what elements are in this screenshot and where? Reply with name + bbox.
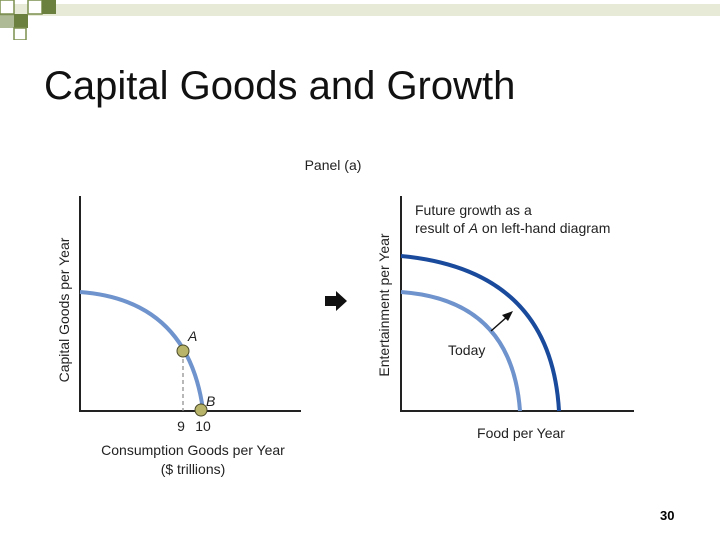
point-b-label: B bbox=[206, 393, 215, 409]
annotation-point-ref: A bbox=[468, 220, 478, 236]
tick-label-10: 10 bbox=[195, 418, 211, 434]
header-decoration bbox=[0, 0, 720, 40]
point-a-marker bbox=[176, 344, 190, 358]
future-ppf-curve bbox=[400, 254, 561, 412]
deco-square bbox=[42, 0, 56, 14]
left-y-axis-label: Capital Goods per Year bbox=[56, 237, 72, 382]
growth-annotation-line2: result of A on left-hand diagram bbox=[415, 220, 610, 236]
left-ppf-curve bbox=[79, 290, 205, 411]
tick-label-9: 9 bbox=[177, 418, 185, 434]
point-b-marker bbox=[194, 403, 208, 417]
deco-square bbox=[0, 14, 14, 28]
left-x-axis-label: Consumption Goods per Year bbox=[101, 442, 285, 458]
annotation-suffix: on left-hand diagram bbox=[478, 220, 610, 236]
right-x-axis-label: Food per Year bbox=[477, 425, 565, 441]
point-a-label: A bbox=[187, 328, 197, 344]
annotation-prefix: result of bbox=[415, 220, 469, 236]
panel-label: Panel (a) bbox=[305, 157, 362, 173]
growth-arrow-head-icon bbox=[502, 311, 513, 321]
left-x-axis-units: ($ trillions) bbox=[161, 461, 226, 477]
right-y-axis-label: Entertainment per Year bbox=[376, 233, 392, 377]
today-label: Today bbox=[448, 342, 485, 358]
growth-arrow-shaft bbox=[490, 315, 509, 332]
slide-number: 30 bbox=[660, 508, 675, 523]
slide-title: Capital Goods and Growth bbox=[44, 64, 516, 108]
deco-square bbox=[14, 14, 28, 28]
deco-square bbox=[13, 27, 27, 40]
transition-arrow-icon bbox=[325, 291, 347, 311]
growth-annotation-line1: Future growth as a bbox=[415, 202, 532, 218]
today-ppf-curve bbox=[400, 290, 522, 412]
